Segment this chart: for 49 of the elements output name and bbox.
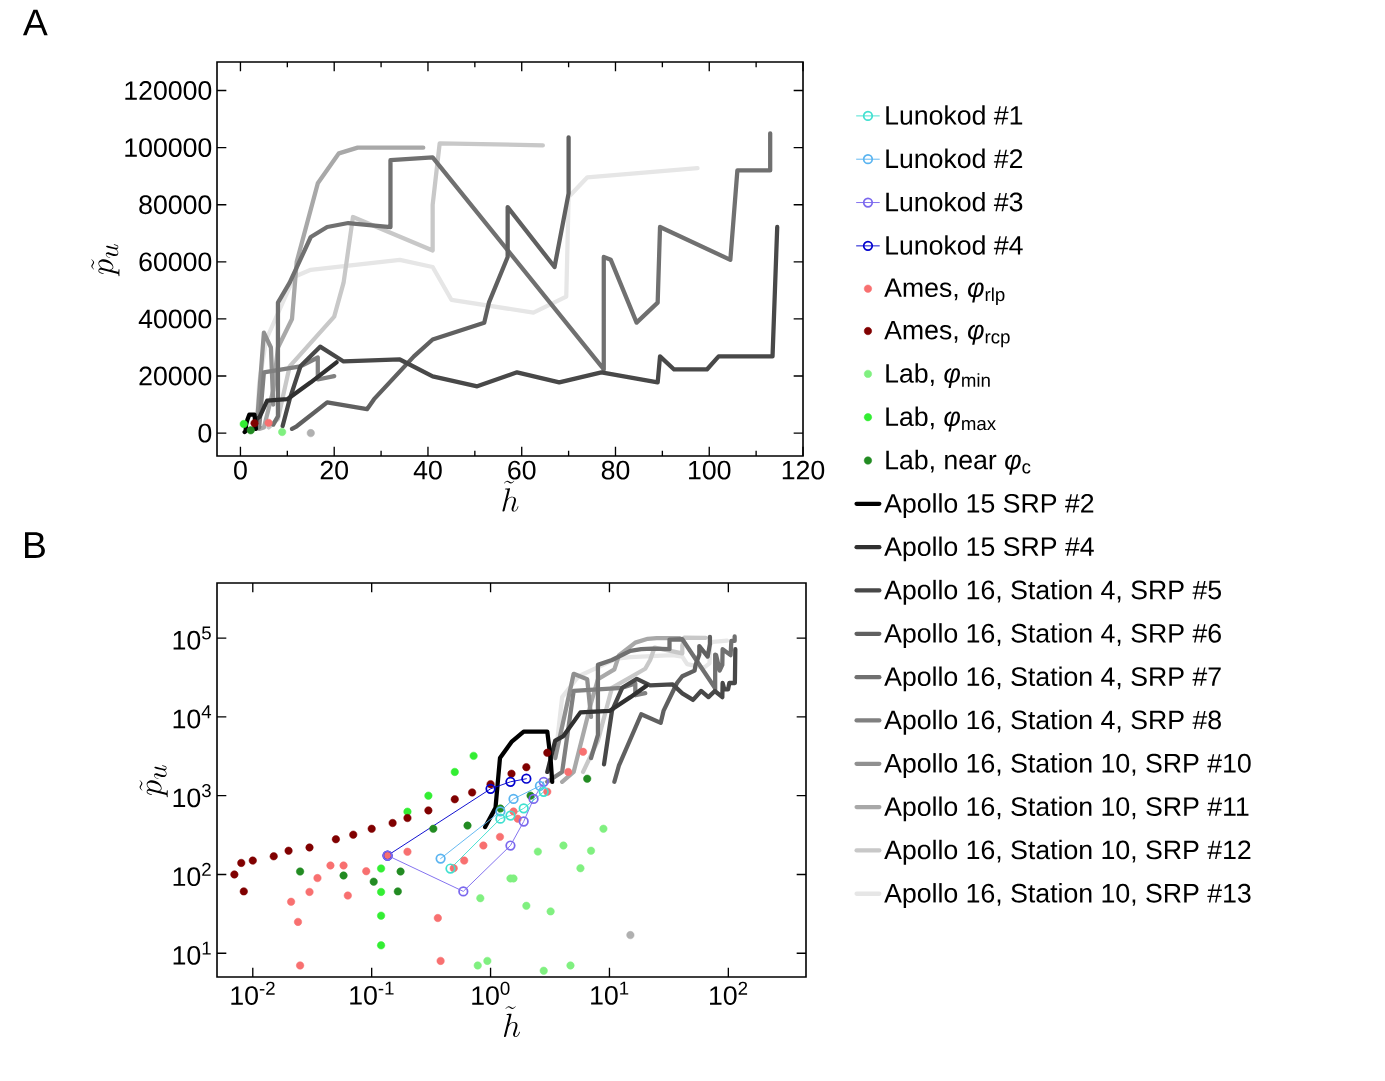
y-tick-label: 80000 — [139, 195, 212, 215]
x-tick-label: 10$^{1}$ — [591, 981, 629, 1005]
y-tick-label: 0 — [198, 423, 212, 443]
x-tick-label: 20 — [320, 460, 348, 480]
legend-label: Lunokod #3 — [886, 191, 1023, 212]
x-tick-label: 40 — [413, 460, 442, 480]
legend-label: Apollo 16, Station 10, SRP #13 — [884, 883, 1251, 908]
x-tick-label: 120 — [782, 460, 825, 480]
y-axis-title: $\tilde{p}_u$ — [139, 765, 168, 798]
y-tick-label: 10$^{5}$ — [173, 626, 211, 650]
legend-label: Apollo 16, Station 10, SRP #11 — [884, 796, 1249, 822]
y-tick-label: 10$^{2}$ — [173, 862, 211, 887]
y-axis-title: $\tilde{p}_u$ — [91, 244, 120, 277]
legend-label: Lunokod #2 — [886, 148, 1023, 169]
x-axis-title: $\tilde{h}$ — [503, 1006, 520, 1038]
legend-label: Apollo 15 SRP #2 — [884, 493, 1094, 519]
y-tick-label: 40000 — [138, 309, 212, 329]
legend-label: Lunokod #1 — [886, 105, 1023, 125]
y-tick-label: 20000 — [139, 366, 212, 386]
legend-label: Ames, φ$_{rcp}$ — [884, 320, 1010, 348]
x-axis-title: $\tilde{h}$ — [502, 480, 519, 512]
legend-label: Lab, near φ$_{c}$ — [886, 449, 1031, 475]
x-tick-label: 0 — [234, 460, 247, 480]
legend-label: Apollo 16, Station 4, SRP #5 — [884, 579, 1221, 605]
legend-label: Ames, φ$_{rlp}$ — [884, 278, 1005, 305]
y-tick-label: 10$^{1}$ — [173, 941, 211, 965]
legend-label: Lab, φ$_{min}$ — [886, 363, 990, 389]
x-tick-label: 10$^{-2}$ — [231, 981, 275, 1006]
legend-label: Apollo 16, Station 4, SRP #8 — [884, 709, 1221, 735]
x-tick-label: 10$^{2}$ — [710, 981, 748, 1006]
legend-label: Apollo 16, Station 4, SRP #6 — [884, 623, 1221, 649]
y-tick-label: 10$^{4}$ — [173, 705, 212, 729]
legend-label: Apollo 16, Station 10, SRP #10 — [884, 753, 1251, 778]
legend-label: Lab, φ$_{max}$ — [886, 406, 996, 432]
y-tick-label: 120000 — [125, 81, 212, 100]
x-tick-label: 80 — [601, 460, 630, 480]
x-tick-label: 60 — [508, 460, 536, 480]
x-tick-label: 100 — [689, 460, 731, 480]
chart-title: B — [25, 532, 45, 558]
legend-label: Lunokod #4 — [886, 235, 1023, 255]
legend-label: Apollo 16, Station 10, SRP #12 — [884, 839, 1251, 865]
y-tick-label: 60000 — [139, 252, 212, 272]
legend-label: Apollo 15 SRP #4 — [884, 536, 1094, 562]
x-tick-label: 10$^{-1}$ — [350, 981, 394, 1005]
x-tick-label: 10$^{0}$ — [472, 981, 510, 1006]
legend-label: Apollo 16, Station 4, SRP #7 — [884, 666, 1221, 692]
y-tick-label: 10$^{3}$ — [173, 783, 211, 808]
chart-title: A — [22, 9, 48, 36]
y-tick-label: 100000 — [125, 138, 212, 158]
